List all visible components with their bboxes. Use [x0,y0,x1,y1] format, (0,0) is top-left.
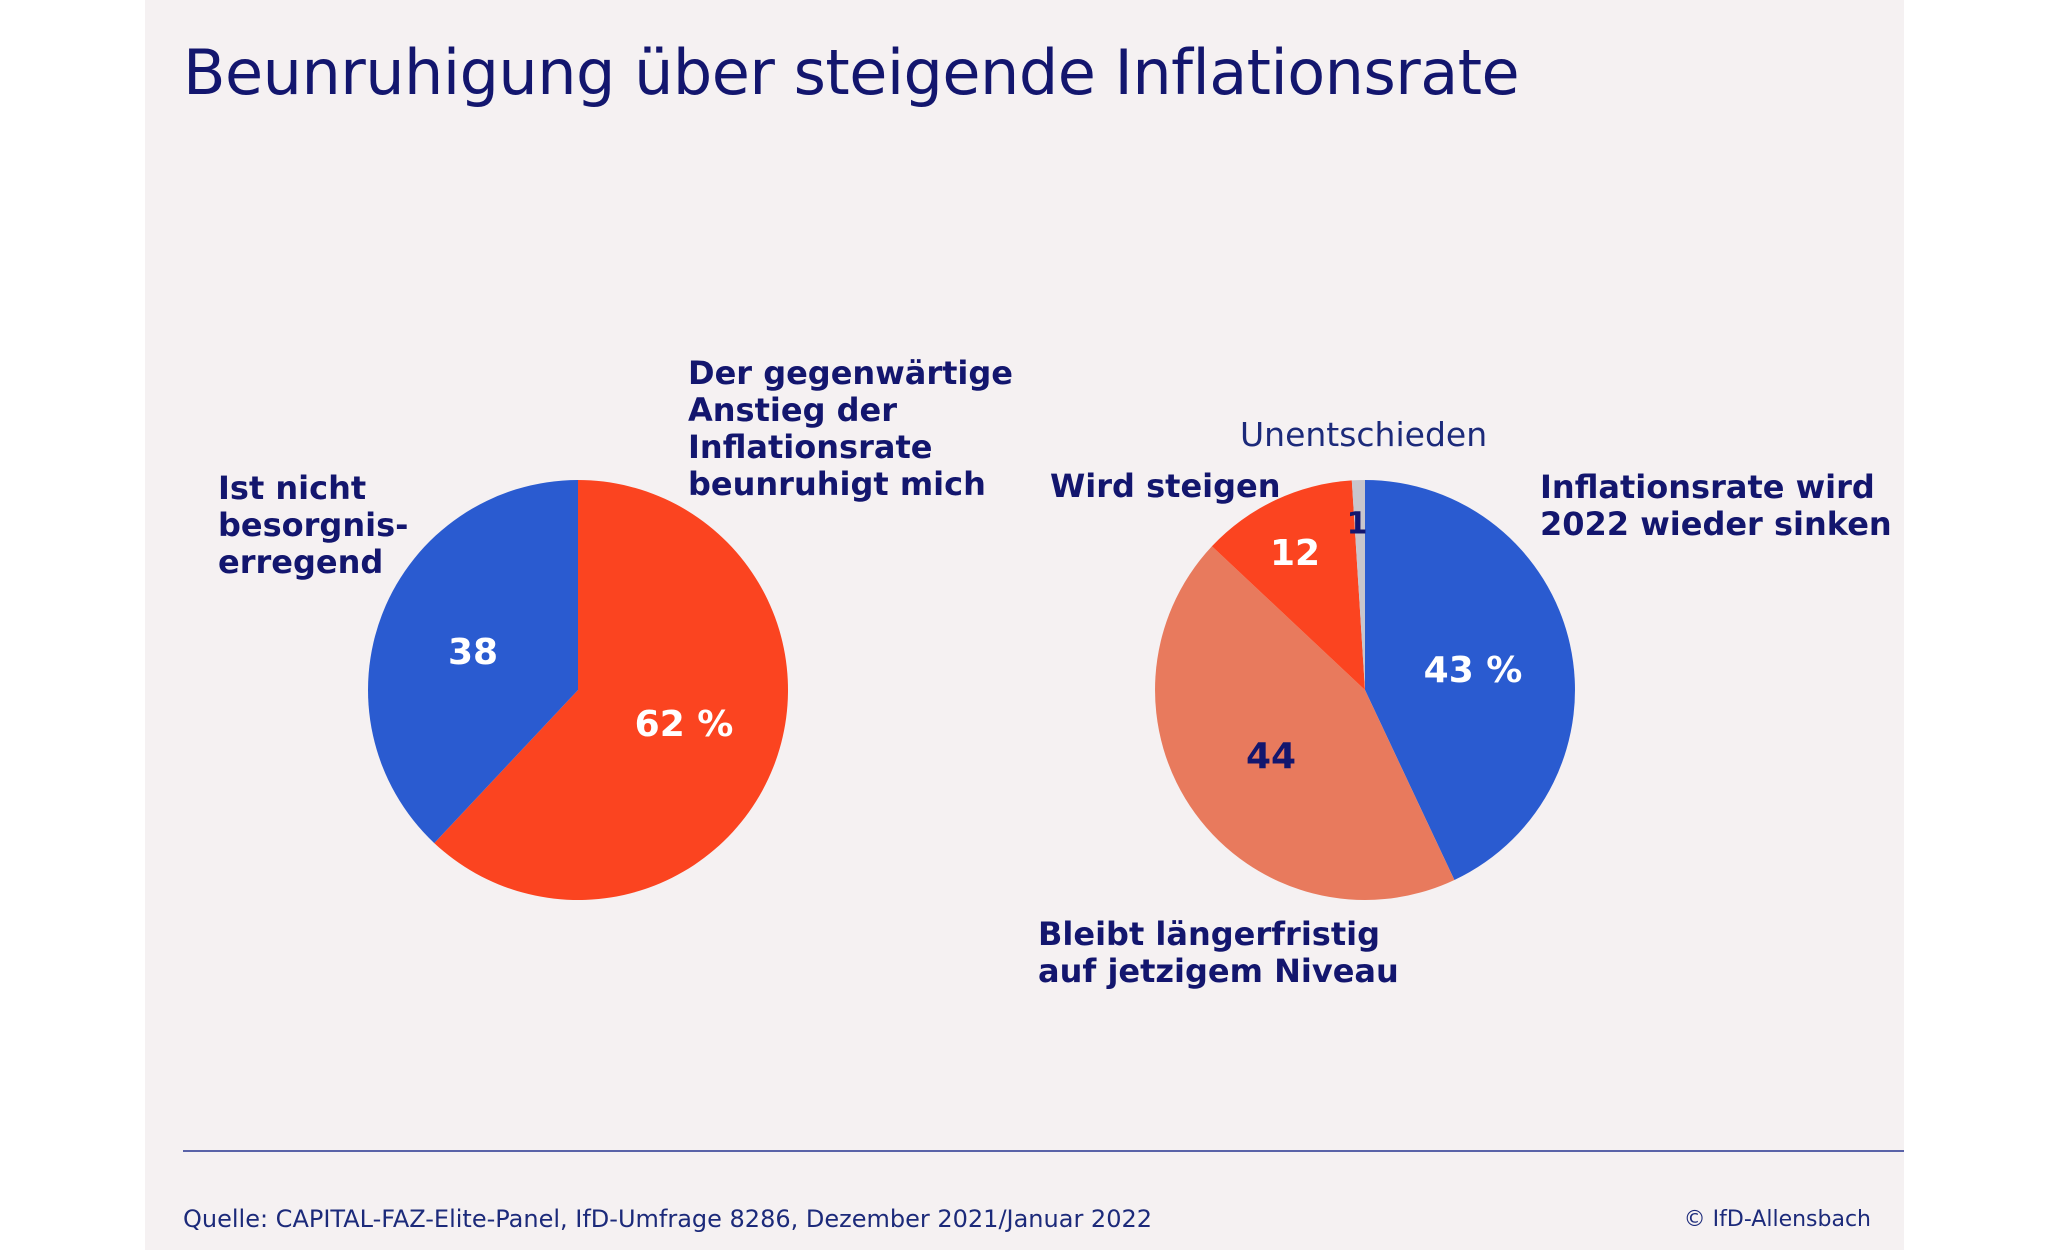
slice-beunruhigt [434,480,789,900]
label-wird-sinken: Inflationsrate wird 2022 wieder sinken [1540,468,1892,543]
label-unentschieden: Unentschieden [1240,415,1488,454]
pie-chart-outlook: 43 % 44 12 1 [1155,479,1575,900]
chart-title: Beunruhigung über steigende Inflationsra… [183,36,1520,109]
slice-wird-steigen [1211,480,1365,690]
slice-beunruhigt-value-label: 62 % [635,704,734,745]
source-note: Quelle: CAPITAL-FAZ-Elite-Panel, IfD-Umf… [183,1205,1153,1233]
label-nicht-besorgniserregend: Ist nicht besorgnis- erregend [218,469,409,581]
slice-unentschieden-value-label: 1 [1347,507,1368,542]
label-wird-steigen: Wird steigen [1050,467,1281,505]
slice-wird-steigen-value-label: 12 [1270,533,1320,574]
label-beunruhigt: Der gegenwärtige Anstieg der Inflationsr… [688,354,1013,503]
slice-nicht-besorgniserregend-value-label: 38 [448,632,498,673]
slice-wird-sinken [1365,480,1575,881]
footer-divider [183,1150,1904,1152]
label-bleibt-niveau: Bleibt längerfristig auf jetzigem Niveau [1038,915,1399,990]
slice-wird-sinken-value-label: 43 % [1424,650,1523,691]
slice-nicht-besorgniserregend [368,480,578,844]
slice-unentschieden [1351,479,1365,690]
slice-bleibt-niveau-value-label: 44 [1246,736,1296,777]
pie-chart-concern: 62 % 38 [368,480,789,900]
slice-bleibt-niveau [1155,546,1455,900]
copyright-note: © IfD-Allensbach [1683,1207,1871,1232]
